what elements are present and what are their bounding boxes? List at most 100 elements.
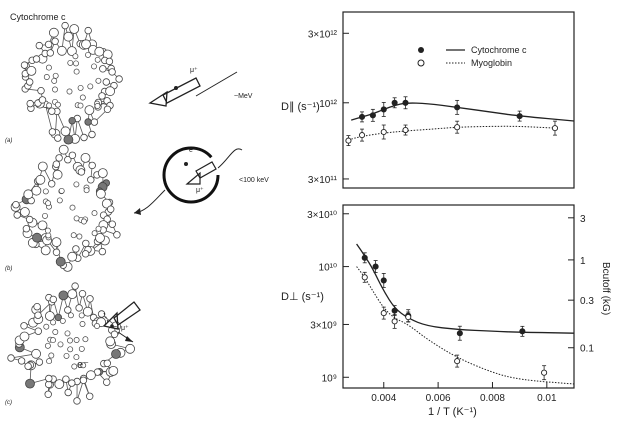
residue-bead (88, 161, 96, 170)
fit-curve-cytochrome (356, 243, 575, 334)
residue-bead (101, 198, 112, 209)
top-y-axis-label: D∥ (s⁻¹) (281, 101, 320, 113)
y-tick-label: 3×10¹¹ (308, 175, 338, 186)
data-point-cytochrome (516, 113, 523, 120)
residue-bead (102, 78, 110, 86)
bottom-y-axis-label: D⊥ (s⁻¹) (281, 291, 324, 303)
residue-bead (80, 218, 87, 225)
residue-bead (110, 330, 119, 338)
data-point-myoglobin (402, 126, 409, 134)
residue-bead (49, 27, 59, 38)
legend-label-myoglobin: Myoglobin (471, 58, 512, 68)
residue-bead (84, 118, 92, 126)
residue-bead (71, 282, 79, 290)
residue-bead (32, 232, 42, 243)
data-point-cytochrome (391, 99, 398, 106)
residue-bead (66, 88, 73, 95)
residue-bead (43, 323, 50, 330)
x-tick-label: 0.01 (537, 393, 557, 404)
y-tick-label: 10¹⁰ (319, 263, 337, 274)
residue-bead (58, 187, 65, 194)
legend-label-cytochrome: Cytochrome c (471, 45, 527, 55)
residue-bead (95, 77, 102, 84)
muon-label-a: μ⁺ (190, 67, 198, 74)
residue-bead (69, 204, 76, 211)
x-axis-label: 1 / T (K⁻¹) (428, 406, 477, 418)
data-point-myoglobin (405, 313, 412, 321)
residue-bead (88, 130, 96, 139)
residue-bead (64, 388, 72, 397)
data-point-myoglobin (380, 128, 387, 136)
residue-bead (73, 397, 81, 405)
residue-bead (44, 40, 53, 49)
residue-bead (115, 75, 123, 83)
residue-bead (38, 96, 47, 104)
residue-bead (23, 189, 34, 200)
residue-bead (67, 59, 74, 66)
residue-bead (44, 227, 51, 234)
residue-bead (35, 358, 44, 366)
residue-bead (44, 390, 52, 398)
residue-bead (55, 154, 63, 162)
residue-bead (12, 200, 20, 209)
residue-bead (76, 233, 83, 240)
residue-bead (62, 375, 70, 383)
residue-bead (46, 102, 53, 109)
residue-bead (105, 336, 116, 347)
residue-bead (54, 313, 62, 322)
residue-bead (19, 207, 30, 217)
residue-bead (91, 210, 98, 217)
residue-bead (106, 205, 115, 213)
muon-label-b: μ⁺ (196, 187, 204, 194)
residue-bead (67, 251, 78, 262)
residue-bead (125, 343, 136, 354)
x-tick-label: 0.008 (480, 393, 505, 404)
residue-bead (52, 329, 59, 335)
muon-electron-capture-icon (133, 146, 243, 215)
residue-bead (78, 290, 87, 298)
electron-label-b: e⁻ (189, 147, 197, 154)
residue-bead (94, 56, 101, 63)
residue-bead (85, 392, 94, 400)
residue-bead (45, 200, 52, 207)
residue-bead (68, 116, 76, 125)
fit-curve-myoglobin (356, 266, 575, 385)
legend-marker-cytochrome (418, 47, 424, 53)
residue-bead (32, 55, 41, 63)
bottom-data-points (361, 252, 548, 381)
data-point-myoglobin (541, 369, 548, 376)
residue-bead (79, 94, 86, 101)
residue-bead (78, 345, 85, 352)
residue-bead (94, 46, 105, 57)
residue-bead (108, 68, 116, 76)
residue-bead (67, 312, 74, 319)
residue-bead (46, 358, 53, 365)
residue-bead (51, 37, 59, 45)
residue-bead (44, 342, 51, 349)
electron-label-c: e⁻ (77, 359, 89, 371)
residue-bead (52, 86, 58, 93)
residue-bead (80, 152, 91, 163)
residue-bead (45, 64, 52, 71)
residue-bead (52, 169, 63, 180)
residue-bead (34, 311, 42, 319)
residue-bead (33, 303, 41, 311)
panel-label-b: (b) (5, 266, 12, 272)
residue-bead (61, 21, 69, 30)
protein-structure-a (20, 21, 123, 145)
residue-bead (105, 86, 115, 97)
top-data-points (345, 96, 559, 147)
residue-bead (52, 248, 61, 256)
residue-bead (35, 174, 46, 185)
residue-bead (45, 232, 52, 239)
residue-bead (48, 128, 57, 136)
bottom-chart: 3×10¹⁰ 10¹⁰ 3×10⁹ 10⁹ 0.004 0.006 0.008 0.01 3 1 0… (281, 204, 611, 418)
residue-bead (98, 247, 107, 256)
data-point-myoglobin (358, 132, 366, 139)
bottom-plot-frame (342, 204, 575, 389)
residue-bead (46, 49, 54, 57)
muon-energy-label: ~MeV (234, 93, 253, 100)
data-point-cytochrome (456, 330, 463, 337)
residue-bead (103, 359, 111, 367)
